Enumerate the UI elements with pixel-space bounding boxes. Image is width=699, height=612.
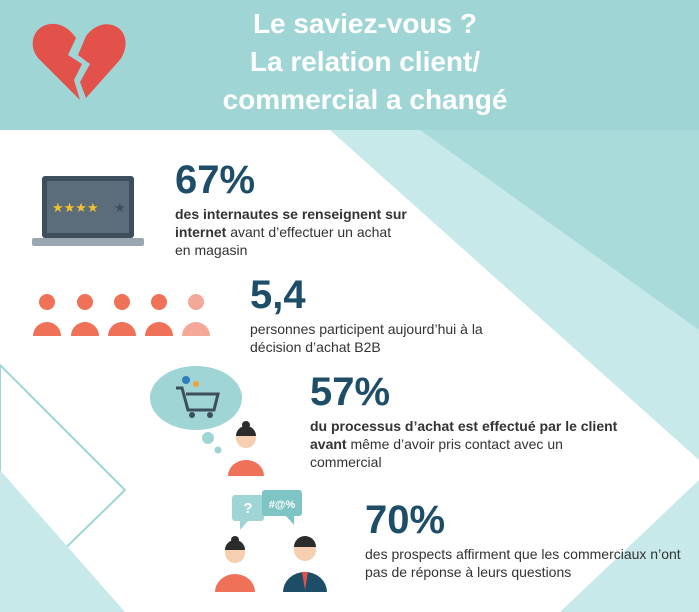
description-part: des prospects affirment que les commerci…	[365, 546, 681, 580]
description-part: avant d’effectuer un achat en magasin	[175, 224, 392, 258]
title-line: commercial a changé	[222, 84, 508, 115]
stat-value: 57%	[310, 370, 391, 414]
stat-value: 67%	[175, 158, 256, 202]
diagonal-shape	[420, 130, 699, 330]
svg-text:★: ★	[114, 200, 126, 215]
stat-description: du processus d’achat est effectué par le…	[310, 417, 630, 471]
stat-value: 5,4	[250, 273, 306, 317]
people-icon	[33, 294, 210, 336]
stat-value: 70%	[365, 498, 446, 542]
bubble-text: #@%	[269, 499, 296, 511]
chat-icon: ? #@%	[215, 490, 327, 592]
description-part: des internautes se renseignent sur inter…	[175, 206, 407, 240]
header-band	[0, 0, 699, 130]
svg-text:★★★★: ★★★★	[52, 200, 99, 215]
stat-description: personnes participent aujourd’hui à la d…	[250, 320, 490, 356]
description-part: personnes participent aujourd’hui à la d…	[250, 321, 483, 355]
laptop-icon: ★★★★ ★	[32, 176, 144, 246]
stat-description: des internautes se renseignent sur inter…	[175, 205, 410, 259]
broken-heart-icon	[32, 23, 126, 100]
bubble-text: ?	[243, 500, 252, 517]
thought-cart-icon	[150, 366, 242, 454]
description-part: du processus d’achat est effectué par le…	[310, 418, 618, 452]
title-line: La relation client/	[249, 46, 481, 77]
corner-shape	[0, 470, 125, 612]
woman-icon	[228, 421, 264, 476]
description-part: même d’avoir pris contact avec un commer…	[310, 436, 563, 470]
stat-description: des prospects affirment que les commerci…	[365, 545, 695, 581]
corner-shape	[560, 480, 699, 612]
title-line: Le saviez-vous ?	[252, 8, 478, 39]
